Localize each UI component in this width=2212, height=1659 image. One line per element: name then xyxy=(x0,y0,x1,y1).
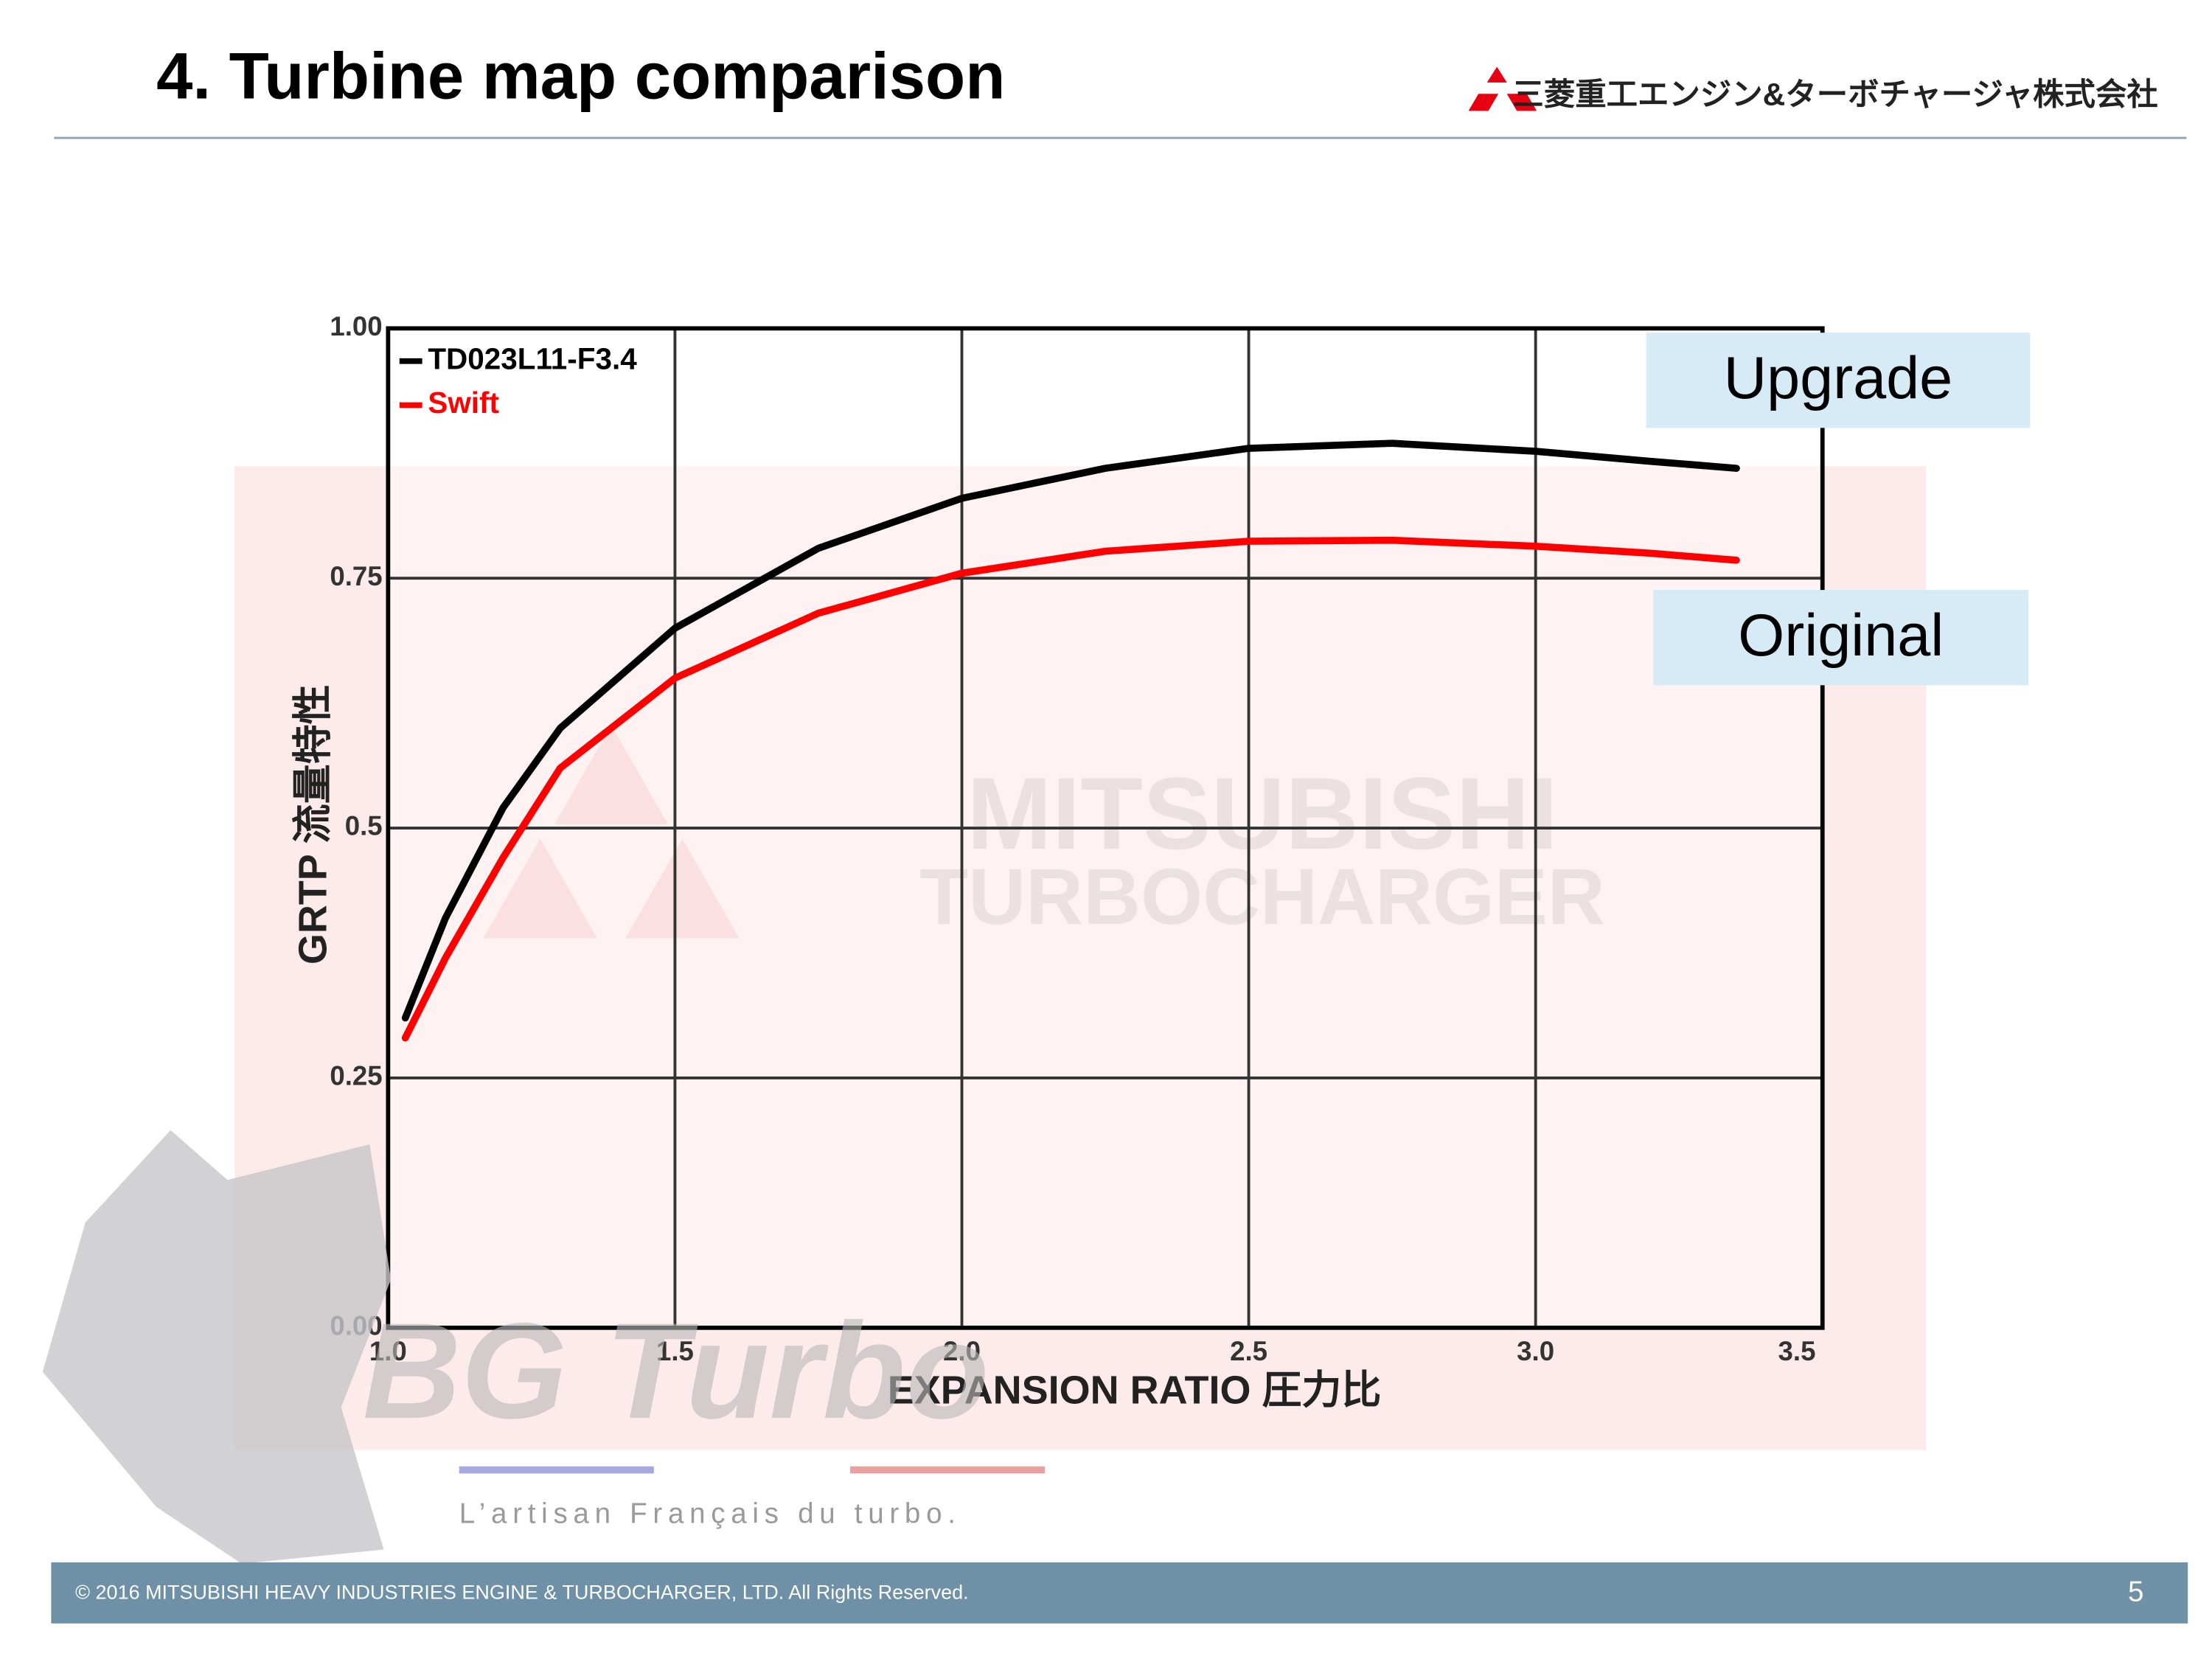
plot: 0.000.250.50.751.001.01.52.02.53.03.5EXP… xyxy=(291,311,1825,1413)
annotation: Original xyxy=(1738,602,1944,669)
x-tick-label: 3.0 xyxy=(1517,1336,1554,1366)
annotation: Upgrade xyxy=(1724,345,1953,411)
y-tick-label: 0.5 xyxy=(345,811,383,841)
plot-frame xyxy=(386,326,1825,1330)
brand-tagline: L’artisan Français du turbo. xyxy=(459,1498,961,1529)
series-line xyxy=(401,536,1740,1042)
company-logo xyxy=(1468,66,1537,111)
x-tick-label: 2.0 xyxy=(943,1336,981,1366)
y-tick-label: 0.25 xyxy=(330,1061,382,1091)
brand-overlay: BG Turbo xyxy=(363,1295,990,1447)
x-tick-label: 1.0 xyxy=(369,1336,407,1366)
footer-text: © 2016 MITSUBISHI HEAVY INDUSTRIES ENGIN… xyxy=(75,1581,969,1603)
x-tick-label: 3.5 xyxy=(1778,1336,1816,1366)
turbine-wheel-image xyxy=(42,1130,392,1564)
annotation-box xyxy=(1646,333,2031,428)
watermark-text: TURBOCHARGER xyxy=(919,852,1605,941)
company-name: 三菱重工エンジン&ターボチャージャ株式会社 xyxy=(1512,77,2157,111)
y-axis-label: GRTP 流量特性 xyxy=(291,684,335,964)
legend-label: Swift xyxy=(428,386,499,420)
x-tick-label: 2.5 xyxy=(1230,1336,1267,1366)
series-line xyxy=(401,439,1740,1022)
slide-title: 4. Turbine map comparison xyxy=(156,39,1005,112)
page-number: 5 xyxy=(2128,1576,2143,1607)
x-axis-label: EXPANSION RATIO 圧力比 xyxy=(888,1368,1382,1413)
y-tick-label: 1.00 xyxy=(330,311,382,341)
footer-bar xyxy=(51,1562,2188,1624)
watermark-text: MITSUBISHI xyxy=(967,757,1558,871)
x-tick-label: 1.5 xyxy=(656,1336,694,1366)
legend-label: TD023L11-F3.4 xyxy=(428,341,637,375)
background-panel xyxy=(234,466,1927,1450)
annotation-box xyxy=(1653,590,2029,686)
y-tick-label: 0.75 xyxy=(330,561,382,591)
